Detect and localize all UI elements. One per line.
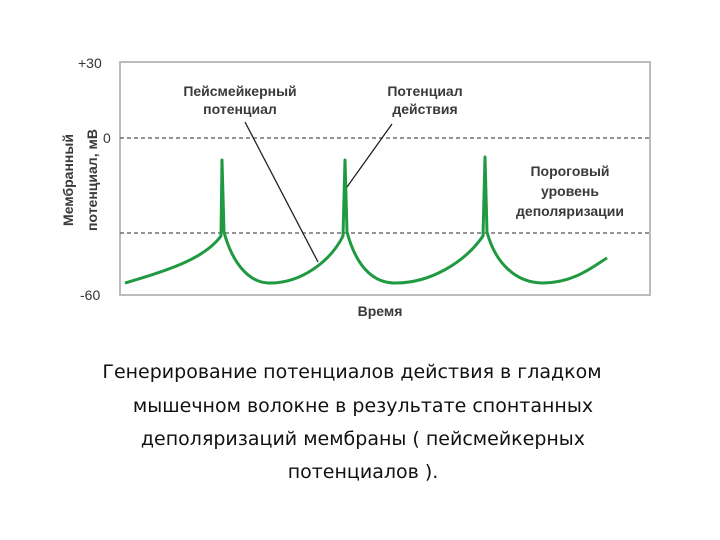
- annotation: Потенциал: [387, 83, 462, 99]
- caption-line: мышечном волокне в результате спонтанных: [133, 395, 593, 417]
- y-tick-label: +30: [78, 55, 102, 71]
- y-tick-label: 0: [103, 130, 111, 146]
- caption-line: Генерирование потенциалов действия в гла…: [102, 361, 601, 383]
- annotation: Пороговый: [530, 163, 609, 179]
- caption-line: потенциалов ).: [288, 461, 439, 483]
- plot-frame: [119, 61, 651, 296]
- y-axis-label: Мембранный: [60, 134, 76, 226]
- caption-line: деполяризаций мембраны ( пейсмейкерных: [141, 428, 585, 450]
- y-axis-label: потенциал, мВ: [84, 129, 100, 231]
- pointer-line: [244, 121, 319, 263]
- annotation: действия: [392, 101, 457, 117]
- annotation: Пейсмейкерный: [183, 83, 296, 99]
- x-axis-label: Время: [358, 303, 403, 319]
- potential-curve: [124, 155, 608, 285]
- y-tick-label: -60: [80, 287, 100, 303]
- annotation: деполяризации: [516, 203, 624, 219]
- pointer-line: [346, 123, 393, 188]
- annotation: уровень: [541, 183, 599, 199]
- annotation: потенциал: [203, 101, 277, 117]
